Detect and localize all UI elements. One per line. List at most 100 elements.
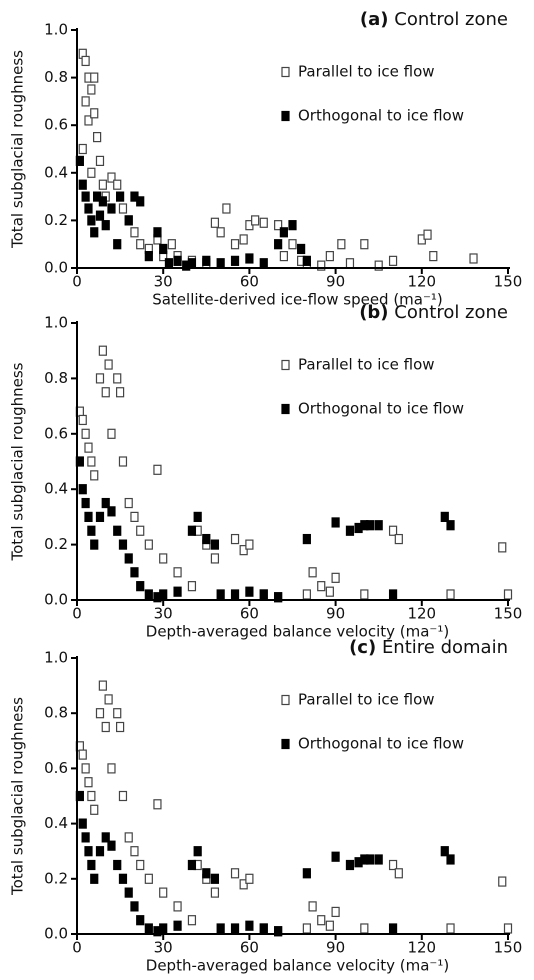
legend-marker (281, 694, 290, 706)
data-point (118, 456, 128, 467)
x-tick-label: 90 (326, 939, 345, 957)
data-point (101, 387, 110, 398)
x-tick-label: 0 (72, 273, 82, 291)
data-point (93, 132, 102, 143)
data-point (259, 217, 268, 228)
data-point (331, 906, 340, 918)
data-point (159, 553, 168, 564)
data-point (136, 196, 145, 207)
data-point (118, 873, 128, 884)
x-tick-label: 120 (407, 939, 436, 957)
data-point (388, 859, 398, 871)
data-point (98, 680, 107, 691)
data-point (345, 525, 355, 536)
data-point (187, 525, 197, 536)
data-point (87, 859, 96, 871)
data-point (279, 227, 288, 238)
data-point (302, 923, 311, 934)
data-point (81, 55, 90, 67)
data-point (87, 790, 96, 802)
data-point (308, 567, 317, 578)
x-tick-label: 90 (326, 605, 345, 623)
legend-marker (281, 66, 290, 78)
data-point (187, 915, 197, 926)
data-point (101, 832, 110, 843)
data-point (222, 203, 231, 214)
data-point (87, 84, 96, 95)
x-tick-label: 150 (494, 605, 523, 623)
y-axis-label: Total subglacial roughness (9, 362, 27, 561)
y-axis-label: Total subglacial roughness (9, 697, 27, 896)
data-point (153, 464, 162, 475)
data-point (337, 239, 346, 250)
data-point (429, 251, 438, 262)
data-point (90, 873, 99, 884)
data-point (210, 539, 220, 550)
x-tick-label: 60 (240, 605, 259, 623)
data-point (388, 525, 398, 536)
data-point (124, 887, 133, 898)
title-text: Control zone (394, 9, 508, 30)
data-point (136, 525, 145, 536)
y-tick-label: 0.6 (44, 759, 68, 777)
data-point (113, 239, 122, 250)
data-point (107, 428, 116, 439)
legend-marker (281, 110, 290, 122)
y-tick-label: 0.2 (44, 211, 68, 229)
data-point (159, 923, 168, 934)
y-tick-label: 0.6 (44, 424, 68, 442)
data-point (124, 553, 133, 564)
data-point (345, 258, 355, 269)
data-point (230, 589, 240, 600)
data-point (84, 203, 93, 214)
data-point (374, 854, 383, 865)
data-point (173, 255, 182, 266)
data-point (130, 227, 139, 238)
data-point (144, 873, 153, 884)
data-point (90, 804, 99, 815)
data-point (159, 243, 168, 255)
data-point (288, 239, 297, 250)
data-point (331, 851, 340, 862)
data-point (302, 868, 311, 879)
data-point (230, 923, 240, 934)
data-point (173, 567, 182, 578)
y-tick-label: 0.0 (44, 925, 68, 943)
data-point (159, 887, 168, 898)
data-point (101, 721, 110, 733)
data-point (274, 592, 283, 603)
data-point (423, 229, 432, 240)
data-point (84, 442, 93, 453)
data-point (216, 923, 225, 934)
data-point (78, 414, 87, 426)
data-point (90, 470, 99, 481)
data-point (87, 525, 96, 536)
y-tick-label: 0.2 (44, 535, 68, 553)
legend-marker (281, 403, 290, 415)
data-point (130, 901, 139, 912)
legend-label: Parallel to ice flow (298, 356, 435, 374)
x-tick-label: 150 (494, 273, 523, 291)
data-point (81, 428, 90, 439)
x-axis-label: Satellite-derived ice-flow speed (ma⁻¹) (152, 291, 443, 309)
data-point (144, 251, 153, 262)
y-tick-label: 0.4 (44, 163, 68, 181)
data-point (136, 915, 145, 926)
data-point (279, 251, 288, 262)
x-tick-label: 60 (240, 939, 259, 957)
data-point (87, 215, 96, 226)
data-point (446, 520, 455, 531)
legend-label: Parallel to ice flow (298, 63, 435, 81)
data-point (101, 497, 110, 509)
y-tick-label: 0.6 (44, 116, 68, 134)
data-point (90, 72, 99, 83)
data-point (78, 749, 87, 760)
data-point (331, 572, 340, 583)
data-point (87, 456, 96, 467)
data-point (245, 920, 254, 931)
data-point (360, 239, 369, 250)
data-point (388, 923, 398, 934)
data-point (113, 179, 122, 190)
data-point (81, 497, 90, 509)
